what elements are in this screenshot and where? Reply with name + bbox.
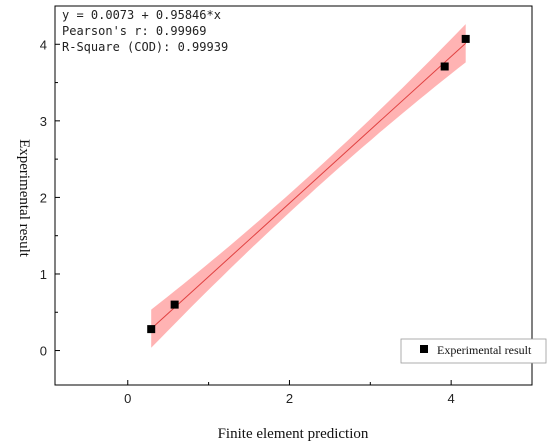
y-tick-label: 4 — [40, 37, 47, 52]
x-axis-label: Finite element prediction — [218, 426, 369, 442]
y-tick-label: 3 — [40, 114, 47, 129]
fit-line — [150, 42, 467, 330]
x-tick-label: 4 — [448, 391, 455, 406]
fit-equation: y = 0.0073 + 0.95846*x — [62, 8, 221, 22]
data-point — [440, 62, 449, 71]
y-tick-label: 1 — [40, 267, 47, 282]
x-tick-label: 0 — [124, 391, 131, 406]
x-tick-label: 2 — [286, 391, 293, 406]
data-point — [147, 325, 156, 334]
y-tick-label: 0 — [40, 344, 47, 359]
pearson-r: Pearson's r: 0.99969 — [62, 24, 207, 38]
y-tick-label: 2 — [40, 190, 47, 205]
data-point — [461, 34, 470, 43]
legend-label: Experimental result — [437, 343, 532, 357]
r-square: R-Square (COD): 0.99939 — [62, 40, 229, 54]
data-point — [170, 300, 179, 309]
legend: Experimental result — [400, 338, 547, 364]
y-axis-label: Experimental result — [16, 139, 32, 258]
legend-marker — [420, 345, 428, 353]
plot-frame — [54, 5, 533, 386]
